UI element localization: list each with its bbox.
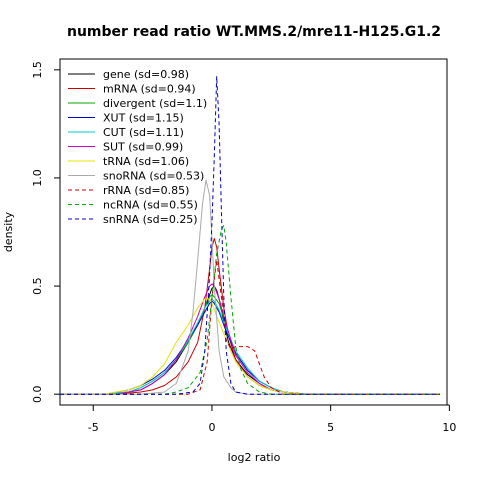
y-axis-label: density [2, 211, 15, 252]
density-series-4 [60, 298, 440, 395]
legend-label: CUT (sd=1.11) [103, 126, 184, 139]
y-tick-label: 0.0 [31, 385, 44, 403]
legend-label: tRNA (sd=1.06) [103, 155, 189, 168]
x-axis-label: log2 ratio [228, 451, 281, 464]
density-series-8 [60, 259, 440, 395]
density-series-7 [60, 179, 440, 395]
density-curves [60, 75, 440, 395]
legend-label: gene (sd=0.98) [103, 68, 189, 81]
x-tick-label: 0 [208, 421, 215, 434]
legend-label: snRNA (sd=0.25) [103, 213, 198, 226]
y-tick-label: 1.5 [31, 61, 44, 79]
density-series-3 [60, 300, 440, 395]
x-tick-label: 5 [327, 421, 334, 434]
density-series-6 [60, 298, 440, 395]
legend-label: XUT (sd=1.15) [103, 112, 184, 125]
density-series-5 [60, 283, 440, 395]
legend-label: ncRNA (sd=0.55) [103, 199, 198, 212]
x-tick-label: -5 [88, 421, 99, 434]
legend-label: snoRNA (sd=0.53) [103, 170, 204, 183]
axes: -5 0 5 10 0.0 0.5 1.0 1.5 [31, 58, 456, 434]
legend-label: divergent (sd=1.1) [103, 97, 207, 110]
density-series-2 [60, 294, 440, 395]
legend-label: mRNA (sd=0.94) [103, 83, 196, 96]
legend-label: rRNA (sd=0.85) [103, 184, 189, 197]
legend-label: SUT (sd=0.99) [103, 141, 183, 154]
legend: gene (sd=0.98) mRNA (sd=0.94)divergent (s… [68, 68, 207, 226]
chart-title: number read ratio WT.MMS.2/mre11-H125.G1… [67, 24, 441, 40]
x-tick-label: 10 [442, 421, 456, 434]
y-tick-label: 1.0 [31, 169, 44, 187]
density-series-10 [60, 75, 440, 395]
y-tick-label: 0.5 [31, 277, 44, 295]
density-series-0 [60, 285, 440, 395]
density-series-9 [60, 225, 440, 395]
